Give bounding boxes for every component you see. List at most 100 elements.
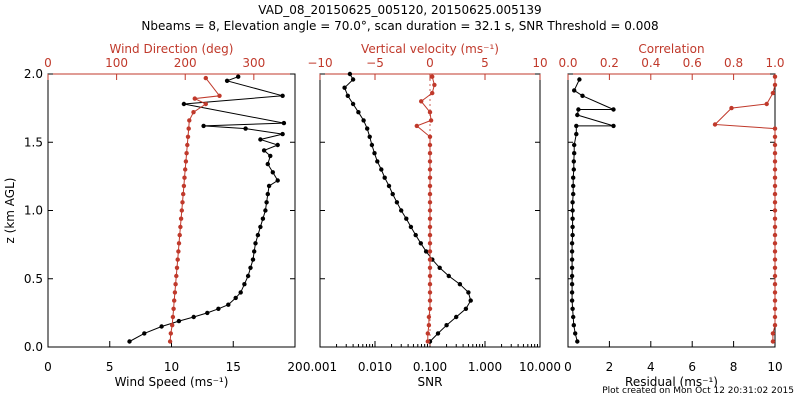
data-point <box>427 110 433 115</box>
data-point <box>772 249 778 254</box>
data-point <box>226 302 231 307</box>
data-point <box>179 208 184 213</box>
data-point <box>270 170 275 175</box>
top-tick-label: −5 <box>366 56 384 70</box>
data-point <box>419 99 424 104</box>
data-point <box>772 224 778 230</box>
data-point <box>185 134 191 139</box>
data-point <box>261 148 267 153</box>
data-point <box>426 323 432 328</box>
data-point <box>127 339 132 344</box>
data-point <box>427 142 433 148</box>
data-point <box>174 273 179 279</box>
x-tick-label: 4 <box>647 360 655 374</box>
data-point <box>571 314 576 320</box>
data-point <box>569 241 575 246</box>
data-point <box>264 200 269 205</box>
data-point <box>772 200 778 205</box>
data-point <box>570 232 575 238</box>
data-point <box>192 96 197 101</box>
data-point <box>772 183 778 189</box>
data-point <box>435 331 441 336</box>
data-point <box>176 249 181 254</box>
data-point <box>611 123 616 129</box>
data-point <box>427 200 433 205</box>
data-point <box>430 90 435 96</box>
data-point <box>248 265 253 270</box>
data-point <box>425 331 430 336</box>
data-point <box>379 167 384 172</box>
data-point <box>418 241 423 246</box>
data-point <box>772 273 778 279</box>
plot-frame-residual <box>567 73 776 348</box>
data-point <box>432 82 437 88</box>
data-point <box>427 249 433 254</box>
data-point <box>404 216 409 221</box>
data-point <box>427 241 433 246</box>
data-point <box>182 175 187 180</box>
data-point <box>427 175 433 180</box>
top-tick-label: 100 <box>105 56 128 70</box>
data-point <box>367 134 372 139</box>
data-point <box>181 101 187 107</box>
top-tick-label: 0 <box>44 56 52 70</box>
data-point <box>178 216 184 221</box>
data-point <box>770 339 776 344</box>
data-point <box>382 175 387 180</box>
data-point <box>430 74 435 79</box>
data-point <box>178 224 183 230</box>
data-point <box>574 123 579 129</box>
data-point <box>572 151 577 156</box>
data-point <box>258 224 263 230</box>
data-point <box>772 257 778 262</box>
data-point <box>265 191 270 197</box>
data-point <box>205 310 210 316</box>
data-point <box>236 74 241 79</box>
x-tick-label: 0 <box>44 360 52 374</box>
top-tick-label: −10 <box>307 56 332 70</box>
data-point <box>572 142 577 148</box>
data-point <box>191 314 196 320</box>
data-point <box>427 257 433 262</box>
data-point <box>176 318 182 324</box>
x-axis-label-wind: Wind Speed (ms⁻¹) <box>115 375 229 389</box>
data-point <box>172 290 178 295</box>
top-tick-label: 10 <box>532 56 547 70</box>
x-tick-label: 0.001 <box>303 360 337 374</box>
data-point <box>569 249 575 254</box>
data-point <box>280 93 285 99</box>
data-point <box>356 110 361 115</box>
series-line-snr-0 <box>344 73 472 342</box>
data-point <box>427 167 433 172</box>
data-point <box>386 183 392 189</box>
data-point <box>569 257 575 262</box>
data-point <box>571 191 576 197</box>
data-point <box>399 208 404 213</box>
data-point <box>345 93 350 99</box>
data-point <box>268 153 273 159</box>
data-point <box>280 131 285 137</box>
series-line-residual-0 <box>571 79 614 342</box>
data-point <box>185 142 190 148</box>
x-tick-label: 15 <box>226 360 241 374</box>
data-point <box>427 298 433 303</box>
data-point <box>466 290 471 295</box>
data-point <box>427 183 433 189</box>
top-axis-label-residual: Correlation <box>638 42 704 56</box>
data-point <box>580 93 585 99</box>
plot-credit: Plot created on Mon Oct 12 20:31:02 2015 <box>602 386 794 396</box>
data-point <box>570 208 575 213</box>
data-point <box>250 257 256 262</box>
data-point <box>252 249 257 254</box>
data-point <box>175 257 180 262</box>
data-point <box>772 208 778 213</box>
x-tick-label: 2 <box>606 360 614 374</box>
series-line-residual-1 <box>713 76 776 342</box>
data-point <box>571 159 576 164</box>
data-point <box>365 126 370 131</box>
series-line-wind-1 <box>169 77 221 342</box>
data-point <box>576 107 581 112</box>
data-point <box>427 232 433 238</box>
data-point <box>463 306 469 311</box>
